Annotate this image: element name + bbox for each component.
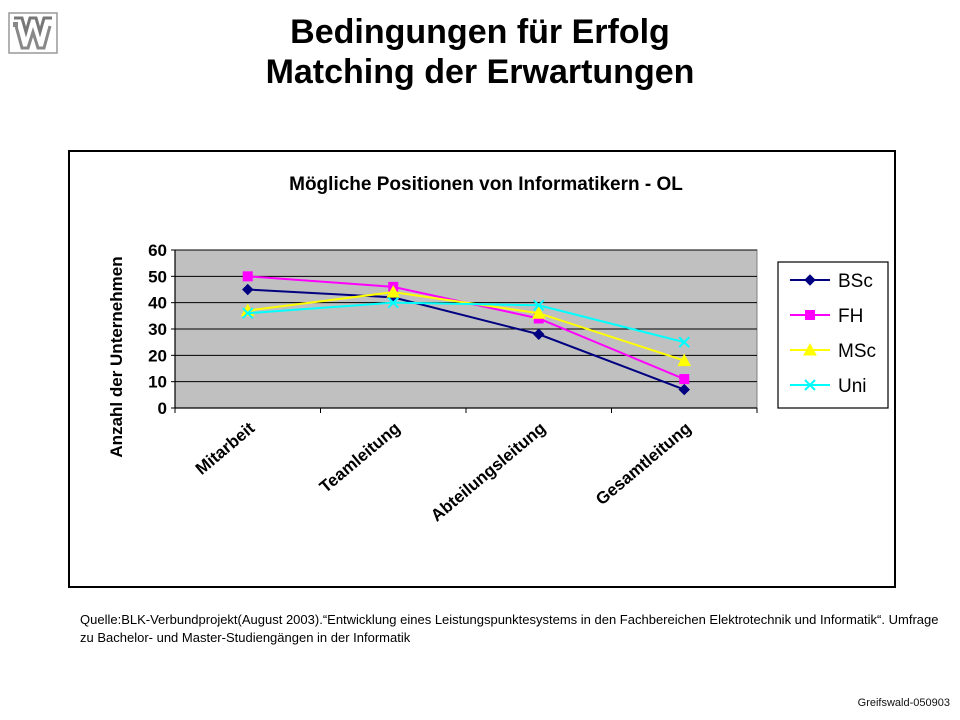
x-tick-label: Abteilungsleitung: [427, 419, 549, 526]
x-tick-label: Mitarbeit: [192, 418, 259, 478]
legend-marker-bsc: [804, 274, 816, 286]
data-point-msc: [677, 353, 692, 367]
data-point-uni: [533, 299, 545, 312]
data-point-bsc: [242, 283, 254, 296]
y-tick-label: 50: [148, 267, 167, 286]
data-point-uni: [242, 307, 254, 319]
y-tick-label: 10: [148, 373, 167, 392]
title-line-1: Bedingungen für Erfolg: [290, 13, 670, 51]
data-point-bsc: [533, 328, 545, 340]
legend-marker-msc: [803, 342, 817, 356]
x-tick-label: Gesamtleitung: [592, 419, 695, 509]
data-point-msc: [386, 285, 401, 298]
chart-frame: Mögliche Positionen von Informatikern - …: [68, 150, 896, 588]
footer-label: Greifswald-050903: [857, 697, 950, 709]
data-point-uni: [387, 296, 399, 309]
data-point-bsc: [678, 383, 690, 396]
legend-label-bsc: BSc: [838, 271, 873, 292]
legend-box: [777, 261, 889, 409]
data-point-fh: [679, 374, 690, 385]
institution-logo: [8, 12, 58, 54]
line-chart: Mögliche Positionen von Informatikern - …: [107, 174, 889, 526]
y-tick-label: 60: [148, 241, 167, 260]
title-line-2: Matching der Erwartungen: [265, 53, 695, 91]
legend-label-fh: FH: [838, 306, 863, 327]
data-point-uni: [678, 336, 690, 348]
series-line-bsc: [247, 288, 685, 391]
y-tick-label: 20: [148, 346, 167, 365]
chart-title: Mögliche Positionen von Informatikern - …: [289, 174, 683, 195]
legend-label-uni: Uni: [838, 376, 867, 397]
legend-marker-fh: [805, 310, 815, 320]
data-point-fh: [242, 271, 253, 282]
y-tick-label: 0: [158, 399, 167, 418]
y-tick-label: 40: [148, 294, 167, 313]
legend-marker-uni: [804, 379, 816, 391]
legend-label-msc: MSc: [838, 341, 876, 362]
y-tick-label: 30: [148, 320, 167, 339]
series-line-msc: [247, 291, 685, 362]
x-tick-label: Teamleitung: [316, 419, 404, 497]
y-axis-label: Anzahl der Unternehmen: [107, 256, 126, 457]
data-point-msc: [531, 306, 546, 319]
series-line-uni: [247, 301, 685, 344]
source-citation: Quelle:BLK-Verbundprojekt(August 2003).“…: [80, 612, 939, 645]
slide-title: Bedingungen für Erfolg Matching der Erwa…: [0, 12, 960, 92]
